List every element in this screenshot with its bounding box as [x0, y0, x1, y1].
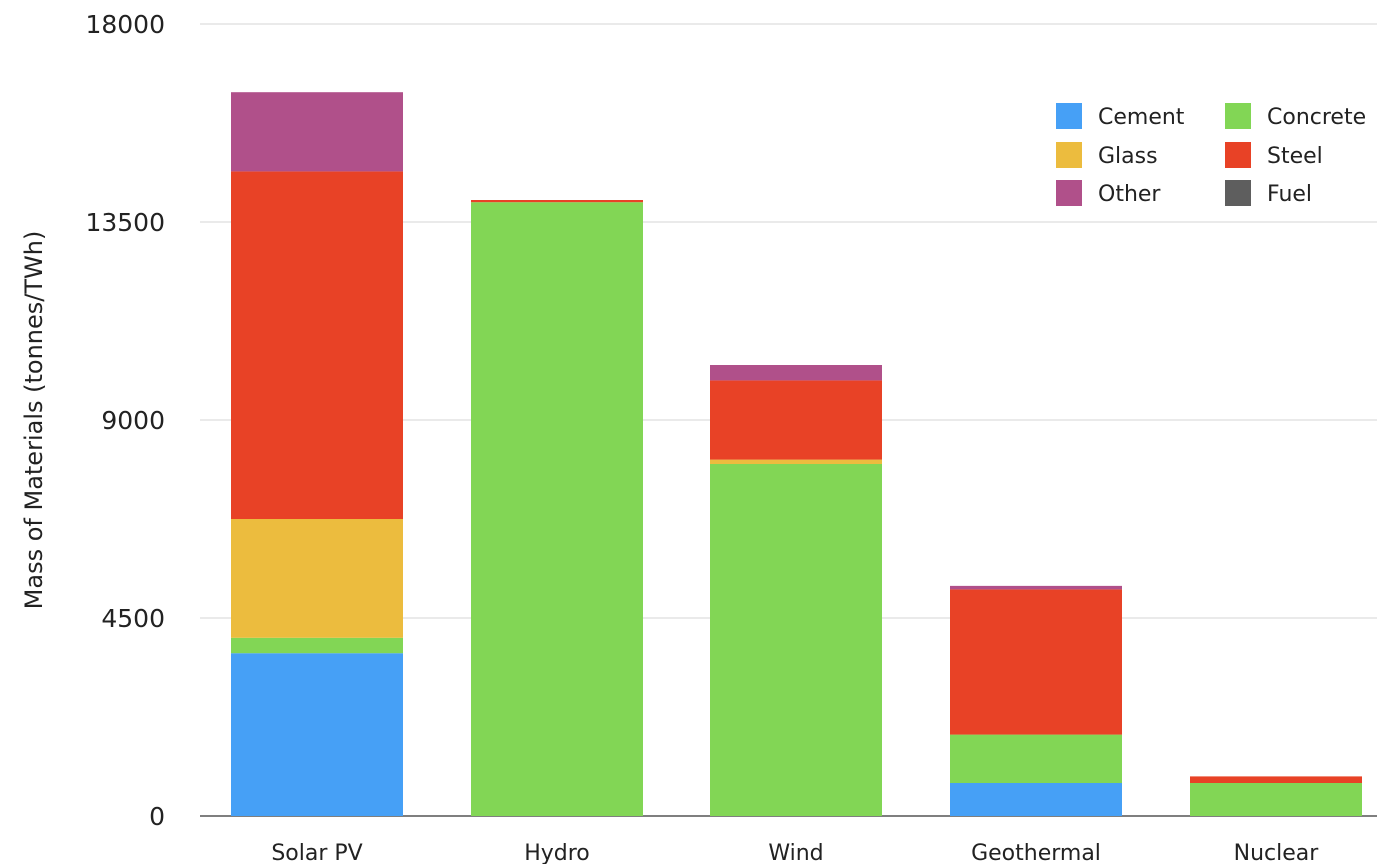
bar-segment-glass: [231, 519, 403, 638]
bar-segment-steel: [950, 589, 1122, 735]
bar-segment-concrete: [950, 734, 1122, 783]
x-tick-label: Nuclear: [1234, 841, 1320, 864]
bar-segment-concrete: [1190, 783, 1362, 816]
bar-segment-steel: [710, 380, 882, 460]
y-tick-label: 4500: [101, 604, 165, 633]
bar-segment-cement: [950, 783, 1122, 816]
bar-segment-cement: [231, 653, 403, 816]
legend-swatch: [1056, 142, 1082, 168]
bar-stack: [1190, 776, 1362, 816]
legend-item: Steel: [1225, 142, 1323, 169]
bar-stack: [471, 200, 643, 816]
x-tick-label: Wind: [768, 841, 823, 864]
bar-segment-steel: [1190, 776, 1362, 783]
legend-label: Fuel: [1267, 182, 1312, 207]
x-tick-label: Solar PV: [271, 841, 362, 864]
bar-segment-other: [710, 365, 882, 381]
x-tick-label: Hydro: [524, 841, 590, 864]
legend-item: Other: [1056, 180, 1161, 207]
legend-swatch: [1056, 103, 1082, 129]
bar-stack: [710, 365, 882, 816]
bar-segment-glass: [710, 459, 882, 464]
x-tick-label: Geothermal: [971, 841, 1101, 864]
bar-segment-steel: [471, 200, 643, 203]
legend-label: Steel: [1267, 144, 1323, 169]
bar-segment-other: [950, 585, 1122, 590]
bars: [231, 92, 1362, 816]
bar-segment-steel: [231, 171, 403, 519]
legend-item: Concrete: [1225, 103, 1366, 130]
bar-segment-concrete: [471, 202, 643, 816]
x-axis-labels: Solar PV Hydro Wind Geothermal Nuclear: [271, 841, 1319, 864]
legend-swatch: [1225, 180, 1251, 206]
bar-segment-concrete: [710, 464, 882, 816]
bar-segment-concrete: [231, 637, 403, 654]
y-tick-label: 18000: [85, 10, 165, 39]
legend-swatch: [1225, 142, 1251, 168]
legend-label: Cement: [1098, 105, 1185, 130]
bar-stack: [950, 585, 1122, 816]
y-tick-label: 0: [149, 802, 165, 831]
bar-stack: [231, 92, 403, 816]
legend-label: Glass: [1098, 144, 1158, 169]
y-axis-title: Mass of Materials (tonnes/TWh): [20, 231, 48, 610]
y-tick-label: 13500: [85, 208, 165, 237]
legend: Cement Concrete Glass Steel Other Fuel: [1056, 103, 1366, 207]
legend-item: Cement: [1056, 103, 1185, 130]
legend-label: Other: [1098, 182, 1161, 207]
legend-item: Fuel: [1225, 180, 1312, 207]
legend-item: Glass: [1056, 142, 1158, 169]
bar-segment-other: [231, 92, 403, 172]
legend-swatch: [1225, 103, 1251, 129]
legend-swatch: [1056, 180, 1082, 206]
y-tick-label: 9000: [101, 406, 165, 435]
legend-label: Concrete: [1267, 105, 1366, 130]
y-axis-ticks: 0 4500 9000 13500 18000: [85, 10, 165, 831]
